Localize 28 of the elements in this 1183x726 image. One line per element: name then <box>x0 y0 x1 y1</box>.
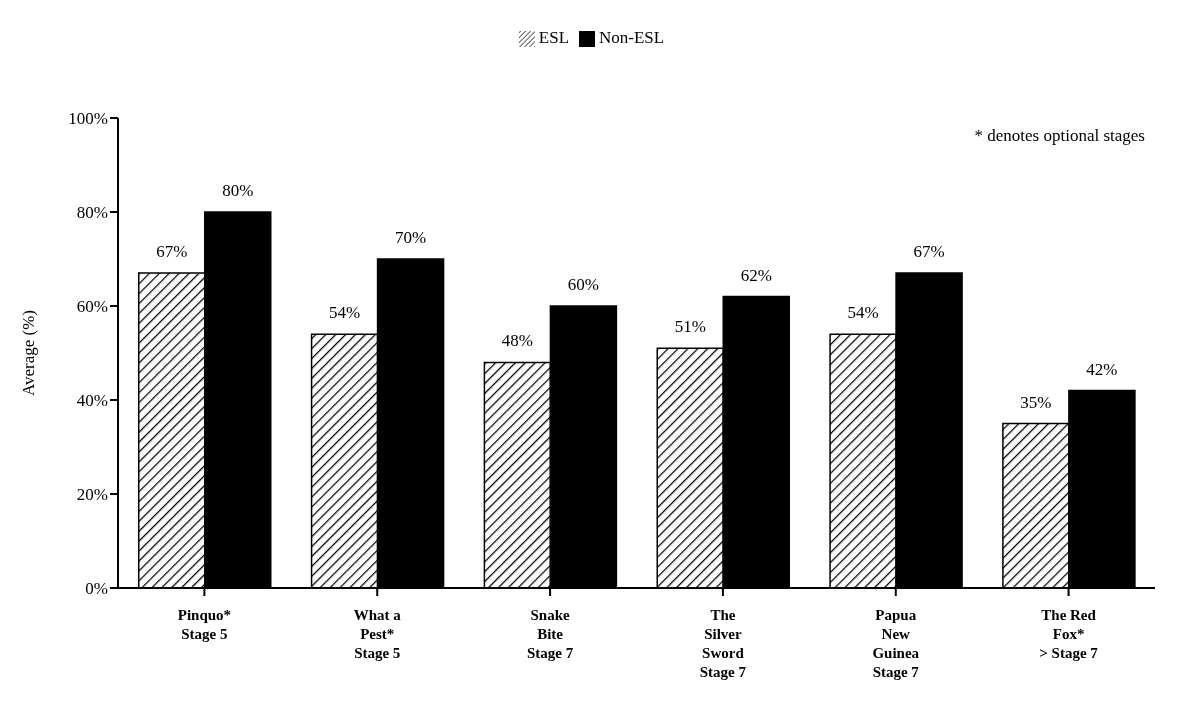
data-label: 62% <box>740 265 772 285</box>
x-tick-label: The Red Fox* > Stage 7 <box>1039 607 1099 661</box>
data-label: 80% <box>222 181 254 200</box>
x-tick-label: Pinquo* Stage 5 <box>177 607 232 642</box>
data-label: 70% <box>394 228 427 247</box>
legend-label: Non-ESL <box>599 28 665 47</box>
y-tick-label: 0% <box>85 579 108 599</box>
data-label: 67% <box>913 242 945 262</box>
y-axis-title: Average (%) <box>19 309 39 397</box>
data-label: 48% <box>501 331 533 351</box>
y-tick-label: 40% <box>76 391 108 411</box>
y-tick-label: 60% <box>76 297 108 317</box>
x-tick-label: Papua New Guinea Stage 7 <box>872 607 920 680</box>
y-tick-label: 100% <box>68 109 108 129</box>
data-label: 51% <box>674 317 706 337</box>
y-tick-label: 20% <box>76 485 108 505</box>
legend-label: ESL <box>538 28 570 47</box>
x-tick-label: The Silver Sword Stage 7 <box>699 607 747 680</box>
data-label: 35% <box>1020 392 1052 412</box>
x-tick-label: What a Pest* Stage 5 <box>353 607 402 661</box>
data-label: 54% <box>847 303 879 323</box>
data-label: 60% <box>567 275 599 294</box>
annotation: * denotes optional stages <box>974 126 1145 146</box>
x-tick-label: Snake Bite Stage 7 <box>526 607 574 661</box>
data-label: 42% <box>1086 359 1118 379</box>
data-label: 67% <box>156 242 188 262</box>
data-label: 54% <box>328 303 361 323</box>
y-tick-label: 80% <box>76 203 108 223</box>
